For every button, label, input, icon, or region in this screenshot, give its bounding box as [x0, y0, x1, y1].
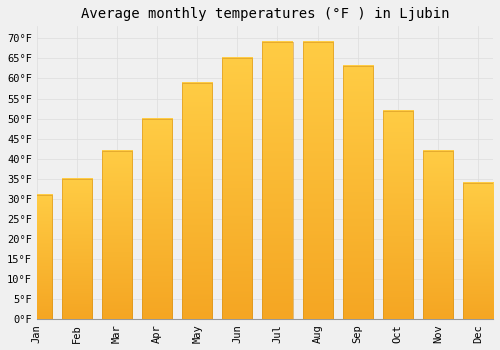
Bar [342, 66, 372, 320]
Bar [383, 111, 413, 320]
Bar [302, 42, 332, 320]
Bar [222, 58, 252, 320]
Bar [182, 83, 212, 320]
Bar [342, 66, 372, 320]
Bar [22, 195, 52, 320]
Bar [463, 183, 493, 320]
Bar [423, 151, 453, 320]
Bar [383, 111, 413, 320]
Bar [262, 42, 292, 320]
Bar [262, 42, 292, 320]
Bar [22, 195, 52, 320]
Bar [142, 119, 172, 320]
Bar [62, 179, 92, 320]
Bar [423, 151, 453, 320]
Bar [302, 42, 332, 320]
Bar [142, 119, 172, 320]
Title: Average monthly temperatures (°F ) in Ljubin: Average monthly temperatures (°F ) in Lj… [80, 7, 449, 21]
Bar [463, 183, 493, 320]
Bar [102, 151, 132, 320]
Bar [222, 58, 252, 320]
Bar [182, 83, 212, 320]
Bar [102, 151, 132, 320]
Bar [62, 179, 92, 320]
